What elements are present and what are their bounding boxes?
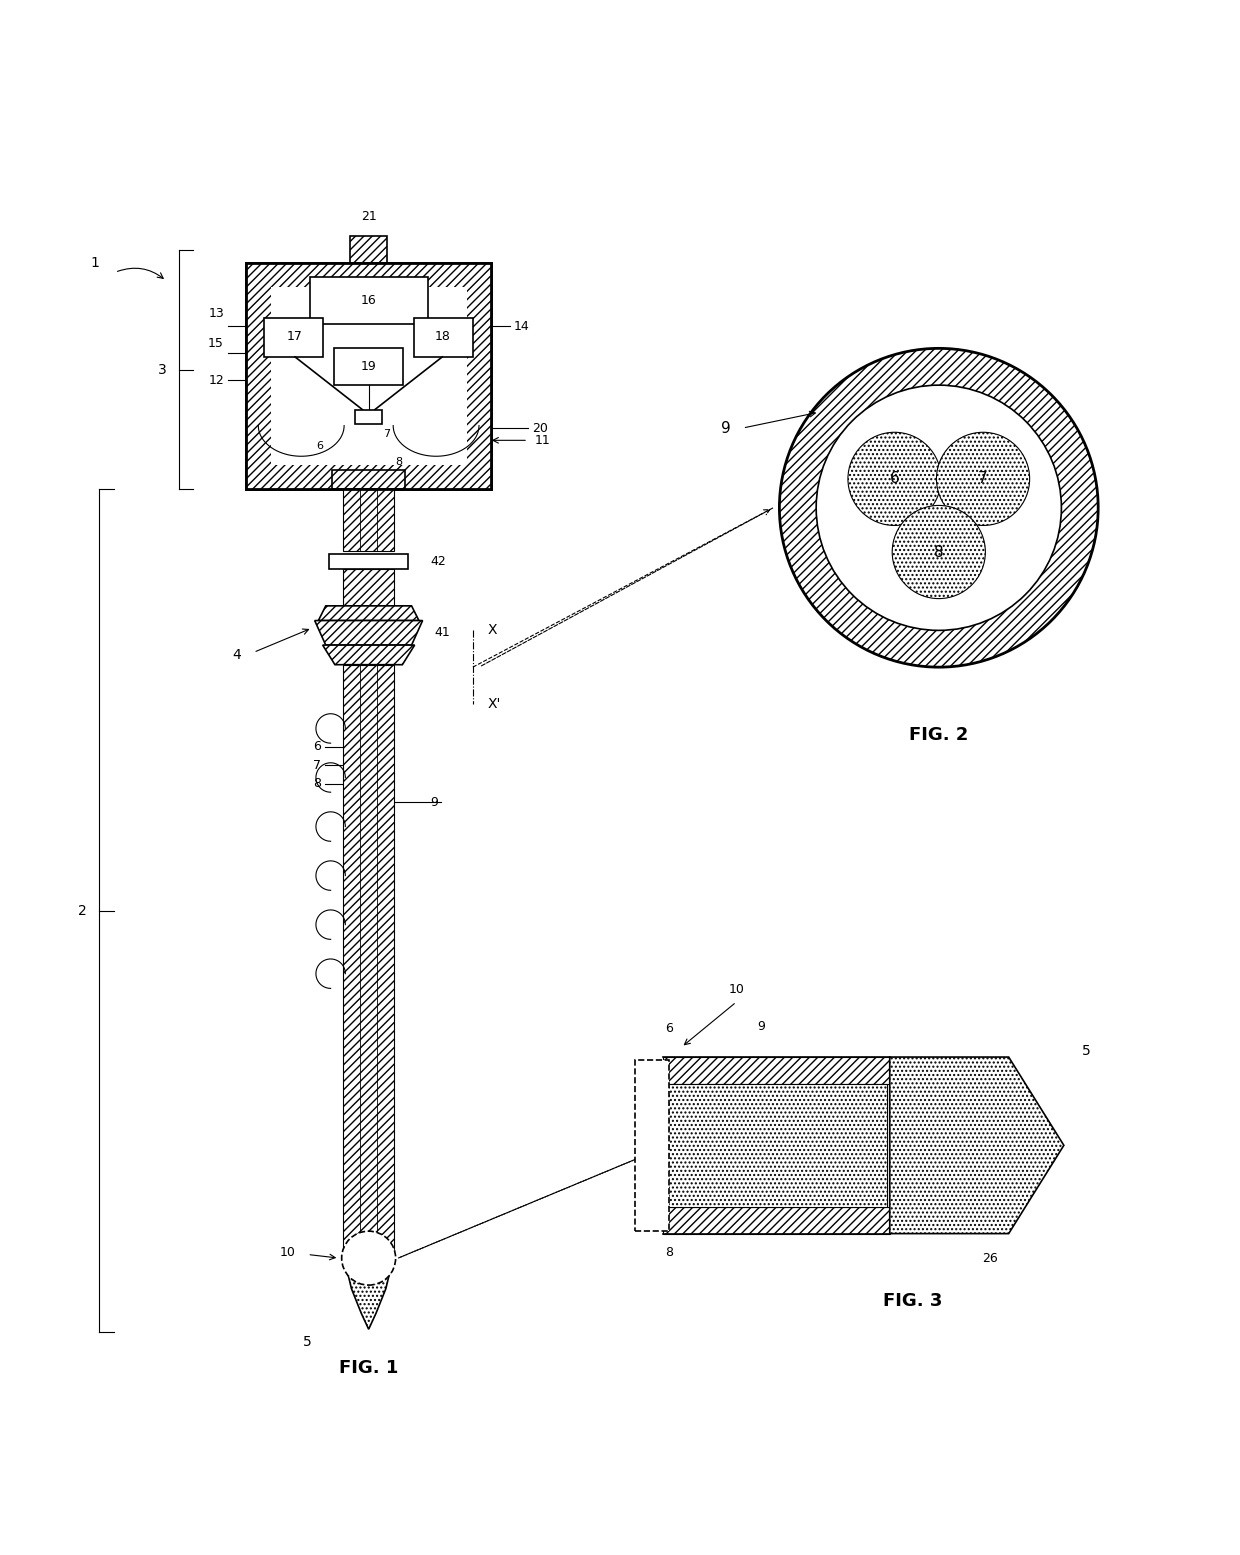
Text: 6: 6 [316, 442, 324, 451]
Text: 3: 3 [157, 362, 166, 376]
Text: 5: 5 [303, 1336, 311, 1350]
Bar [635, 1059, 670, 1232]
Circle shape [936, 432, 1029, 526]
Polygon shape [345, 1258, 393, 1330]
Bar [663, 1057, 890, 1084]
Bar [663, 1207, 890, 1233]
Bar [343, 490, 394, 550]
Bar [343, 569, 394, 606]
Bar [246, 465, 491, 490]
Text: 13: 13 [208, 308, 224, 320]
Circle shape [893, 505, 986, 599]
Text: 8: 8 [396, 457, 403, 468]
Text: X': X' [487, 697, 501, 711]
Text: 11: 11 [534, 434, 549, 446]
Text: 8: 8 [934, 544, 944, 560]
Text: FIG. 3: FIG. 3 [883, 1292, 942, 1309]
Text: 7: 7 [383, 429, 391, 439]
Text: 42: 42 [430, 555, 446, 568]
Text: 7: 7 [978, 471, 988, 487]
Bar [264, 317, 324, 358]
Text: 2: 2 [78, 903, 87, 917]
Polygon shape [322, 645, 414, 664]
Text: 19: 19 [361, 361, 377, 373]
Text: 8: 8 [665, 1246, 673, 1260]
Text: 8: 8 [312, 778, 321, 790]
Text: 15: 15 [208, 337, 224, 350]
Text: FIG. 1: FIG. 1 [339, 1359, 398, 1378]
Text: 5: 5 [1083, 1043, 1091, 1057]
Bar [414, 317, 472, 358]
Text: FIG. 2: FIG. 2 [909, 726, 968, 743]
Text: 12: 12 [208, 375, 224, 387]
Text: 21: 21 [361, 210, 377, 224]
Bar [335, 348, 403, 386]
Text: 41: 41 [435, 627, 450, 639]
Bar [270, 288, 466, 465]
Text: 14: 14 [513, 319, 529, 333]
Text: 6: 6 [312, 740, 321, 753]
Text: 9: 9 [758, 1020, 765, 1033]
Text: 20: 20 [532, 421, 548, 434]
Polygon shape [890, 1057, 1064, 1233]
Text: 4: 4 [232, 648, 241, 662]
Bar [310, 277, 428, 323]
Text: 9: 9 [430, 796, 439, 809]
Text: 7: 7 [312, 759, 321, 771]
Polygon shape [319, 606, 419, 620]
Text: 16: 16 [361, 294, 377, 306]
Bar [329, 554, 408, 569]
Circle shape [342, 1232, 396, 1284]
Text: 10: 10 [729, 983, 744, 995]
Text: 6: 6 [889, 471, 899, 487]
Bar [350, 235, 387, 263]
Circle shape [780, 348, 1099, 667]
Text: 17: 17 [288, 330, 303, 342]
Circle shape [816, 386, 1061, 630]
Bar [246, 263, 491, 490]
Bar [246, 263, 270, 490]
Text: 10: 10 [279, 1246, 295, 1258]
Bar [466, 263, 491, 490]
Bar [355, 409, 382, 425]
Bar [343, 664, 394, 1258]
Bar [246, 263, 491, 288]
Text: 1: 1 [91, 255, 99, 269]
Bar [246, 263, 491, 490]
Text: 26: 26 [982, 1252, 998, 1266]
Text: 6: 6 [665, 1022, 673, 1036]
Text: 9: 9 [720, 420, 730, 435]
Text: X: X [487, 624, 497, 638]
Text: 18: 18 [434, 330, 450, 342]
Bar [666, 1084, 888, 1207]
Circle shape [848, 432, 941, 526]
Polygon shape [315, 620, 423, 645]
Bar [332, 470, 405, 490]
